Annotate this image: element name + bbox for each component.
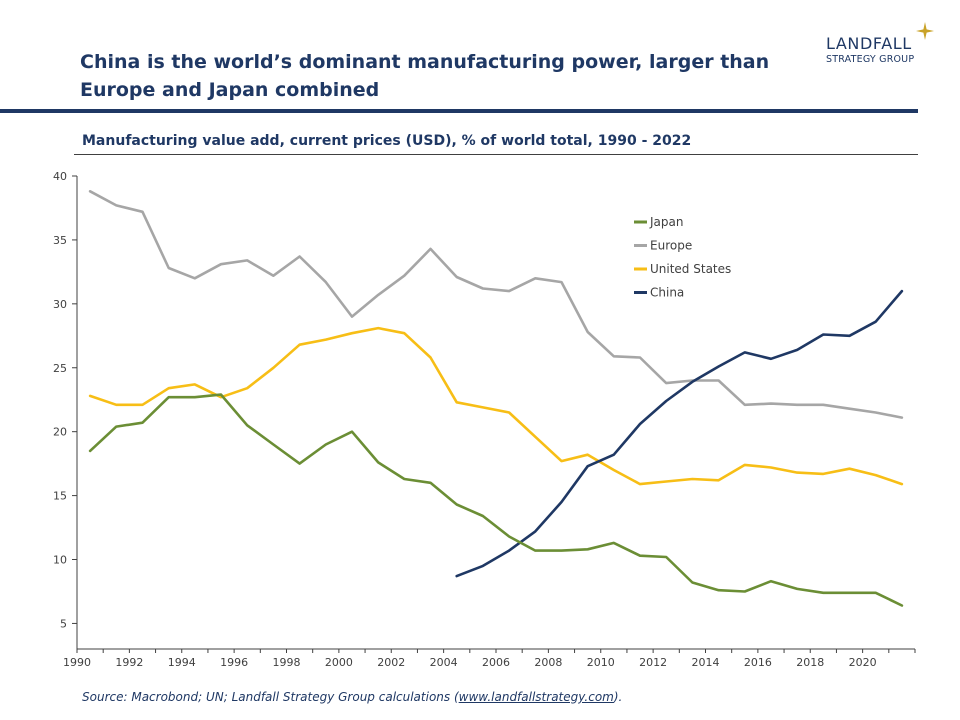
- page-title: China is the world’s dominant manufactur…: [80, 48, 780, 104]
- y-tick-label: 30: [53, 298, 67, 311]
- line-chart: 5 10 15 20 25 30 35 40 1990 1992 1994 1996 1998 2000 2…: [53, 170, 916, 669]
- landfall-logo: LANDFALL STRATEGY GROUP: [826, 34, 936, 65]
- x-tick-label: 1996: [220, 656, 248, 669]
- series-line-japan: [88, 393, 904, 607]
- header-divider: [0, 109, 918, 113]
- source-suffix: ).: [613, 690, 623, 704]
- chart-title: Manufacturing value add, current prices …: [82, 133, 692, 149]
- title-line-1: China is the world’s dominant manufactur…: [80, 51, 770, 73]
- y-tick-label: 20: [53, 426, 67, 439]
- x-tick-label: 1990: [63, 656, 91, 669]
- series-line-china: [455, 289, 904, 578]
- y-tick-label: 35: [53, 234, 67, 247]
- x-tick-label: 1994: [168, 656, 196, 669]
- title-line-2: Europe and Japan combined: [80, 79, 380, 101]
- x-tick-label: 2018: [796, 656, 824, 669]
- x-tick-label: 2008: [534, 656, 562, 669]
- x-tick-label: 1992: [115, 656, 143, 669]
- source-note: Source: Macrobond; UN; Landfall Strategy…: [82, 690, 622, 704]
- y-tick-label: 15: [53, 490, 67, 503]
- logo-main-text: LANDFALL: [826, 34, 912, 53]
- series-line-europe: [88, 189, 904, 419]
- legend-label: United States: [650, 262, 731, 276]
- x-tick-label: 2020: [849, 656, 877, 669]
- y-tick-label: 5: [60, 617, 67, 630]
- y-tick-label: 10: [53, 554, 67, 567]
- legend-label: China: [650, 286, 684, 300]
- star-icon: [916, 22, 934, 40]
- x-tick-label: 1998: [273, 656, 301, 669]
- x-tick-label: 2006: [482, 656, 510, 669]
- x-tick-label: 2002: [377, 656, 405, 669]
- source-prefix: Source: Macrobond; UN; Landfall Strategy…: [82, 690, 459, 704]
- x-tick-label: 2010: [587, 656, 615, 669]
- x-tick-label: 2004: [430, 656, 458, 669]
- y-tick-label: 40: [53, 170, 67, 183]
- legend-label: Europe: [650, 239, 692, 253]
- legend-label: Japan: [649, 215, 683, 229]
- x-tick-label: 2016: [744, 656, 772, 669]
- series-line-united-states: [88, 326, 904, 486]
- x-tick-label: 2000: [325, 656, 353, 669]
- y-tick-label: 25: [53, 362, 67, 375]
- logo-sub-text: STRATEGY GROUP: [826, 54, 915, 65]
- source-link[interactable]: www.landfallstrategy.com: [458, 690, 614, 704]
- x-tick-label: 2012: [639, 656, 667, 669]
- x-tick-label: 2014: [692, 656, 720, 669]
- chart-title-rule: [74, 154, 918, 155]
